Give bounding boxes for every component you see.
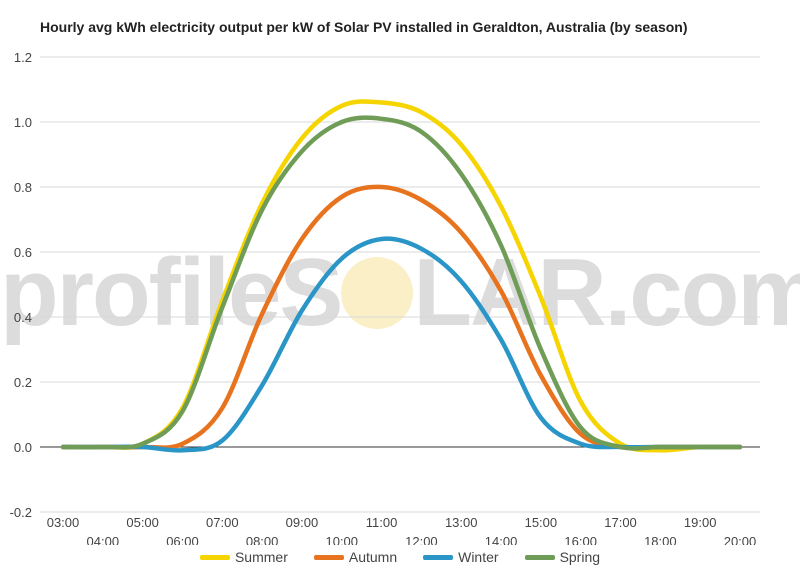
y-tick-label: 0.8 <box>14 180 32 195</box>
legend-label: Autumn <box>348 549 398 565</box>
legend-label: Summer <box>234 549 288 565</box>
x-tick-label: 07:00 <box>206 515 239 530</box>
chart-area: -0.2 0.0 0.2 0.4 0.6 0.8 1.0 1.2 03:00 04:00 05:00… <box>10 50 760 545</box>
x-tick-label: 14:00 <box>485 534 518 545</box>
legend-item-winter[interactable]: Winter <box>423 549 499 565</box>
y-tick-label: 0.2 <box>14 375 32 390</box>
x-tick-label: 20:00 <box>724 534 757 545</box>
x-tick-label: 16:00 <box>564 534 597 545</box>
y-tick-label: 1.2 <box>14 50 32 65</box>
watermark-text-left: profileS <box>0 239 343 346</box>
y-tick-label: -0.2 <box>10 505 32 520</box>
series-line-summer <box>60 99 743 453</box>
x-tick-label: 03:00 <box>47 515 80 530</box>
legend-label: Spring <box>559 549 601 565</box>
x-tick-label: 10:00 <box>325 534 358 545</box>
series-line-spring <box>60 115 743 451</box>
x-tick-label: 09:00 <box>286 515 319 530</box>
series-line-winter <box>60 236 743 453</box>
legend-swatch <box>199 554 230 560</box>
x-tick-label: 11:00 <box>366 515 398 530</box>
legend-item-autumn[interactable]: Autumn <box>313 549 398 565</box>
x-tick-label: 12:00 <box>405 534 438 545</box>
legend-label: Winter <box>458 549 499 565</box>
x-tick-label: 06:00 <box>166 534 199 545</box>
legend-swatch <box>313 554 344 560</box>
y-tick-label: 1.0 <box>14 115 32 130</box>
legend: Summer Autumn Winter Spring <box>0 549 800 565</box>
x-tick-label: 13:00 <box>445 515 478 530</box>
x-tick-label: 17:00 <box>604 515 637 530</box>
x-tick-label: 15:00 <box>525 515 558 530</box>
chart-title: Hourly avg kWh electricity output per kW… <box>40 19 688 35</box>
x-tick-label: 18:00 <box>644 534 677 545</box>
legend-swatch <box>423 554 454 560</box>
x-tick-label: 08:00 <box>246 534 279 545</box>
legend-item-spring[interactable]: Spring <box>524 549 601 565</box>
y-tick-label: 0.0 <box>14 440 32 455</box>
legend-swatch <box>524 554 555 560</box>
x-tick-label: 19:00 <box>684 515 717 530</box>
y-tick-label: 0.4 <box>14 310 32 325</box>
x-tick-label: 04:00 <box>87 534 120 545</box>
x-tick-label: 05:00 <box>126 515 159 530</box>
y-tick-label: 0.6 <box>14 245 32 260</box>
legend-item-summer[interactable]: Summer <box>199 549 288 565</box>
